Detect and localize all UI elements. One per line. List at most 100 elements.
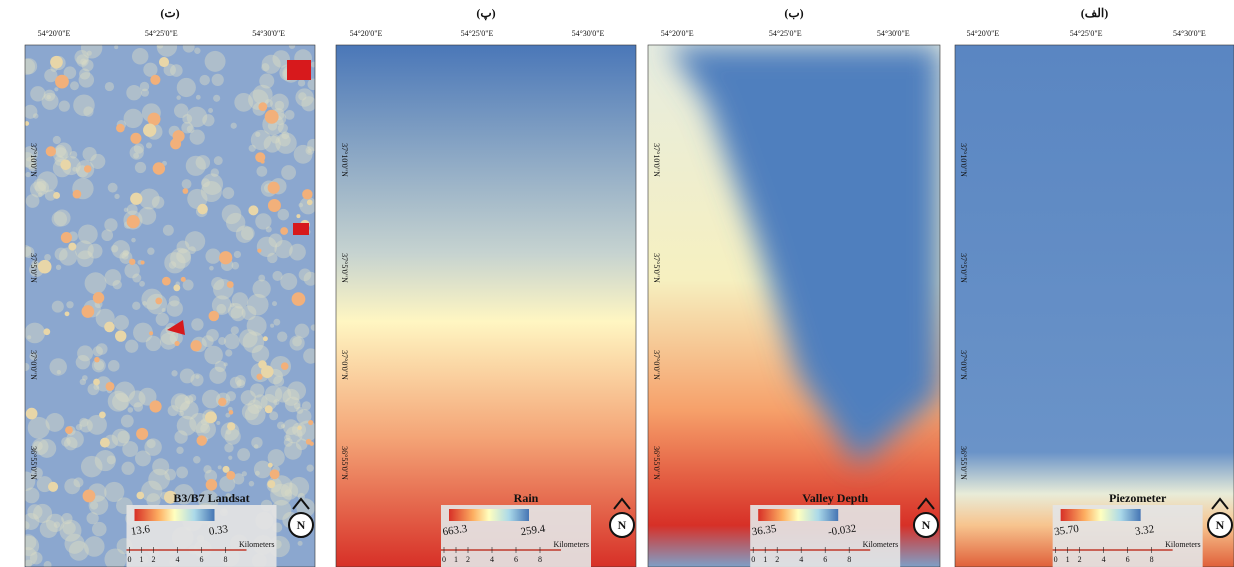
raster-speck [104, 218, 117, 231]
raster-speck [24, 488, 40, 504]
latitude-label: 37°0'0"N [959, 350, 968, 380]
raster-spot [183, 188, 189, 194]
raster-speck [121, 415, 134, 428]
scale-tick-label: 6 [514, 555, 518, 564]
raster-speck [108, 360, 120, 372]
raster-speck [132, 48, 148, 64]
raster-spot [263, 336, 268, 341]
raster-spot [281, 362, 289, 370]
scale-unit: Kilometers [553, 540, 589, 549]
raster-speck [49, 358, 66, 375]
raster-speck [111, 245, 119, 253]
raster-speck [214, 156, 223, 165]
raster-speck [143, 63, 157, 77]
raster-speck [188, 246, 196, 254]
scale-tick-label: 1 [1066, 555, 1070, 564]
raster-speck [92, 522, 107, 537]
raster-spot [99, 412, 106, 419]
raster-speck [169, 296, 180, 307]
raster-speck [44, 90, 56, 102]
raster-speck [280, 273, 297, 290]
raster-speck [196, 155, 210, 169]
raster-spot [261, 160, 265, 164]
raster-speck [258, 275, 265, 282]
raster-spot [82, 305, 95, 318]
raster-spot [48, 482, 58, 492]
raster-speck [301, 96, 316, 111]
raster-speck [46, 413, 65, 432]
raster-speck [96, 343, 108, 355]
raster-speck [249, 481, 255, 487]
raster-speck [298, 79, 305, 86]
raster-speck [235, 375, 246, 386]
raster-speck [289, 43, 295, 49]
raster-speck [114, 194, 119, 199]
raster-spot [227, 422, 235, 430]
raster-speck [121, 462, 134, 475]
raster-speck [307, 79, 318, 90]
raster-spot [155, 297, 162, 304]
raster-spot [265, 405, 273, 413]
raster-spot [174, 341, 179, 346]
longitude-label: 54°30'0"E [877, 29, 910, 38]
raster-speck [272, 301, 277, 306]
panel-label: (ب) [784, 6, 803, 20]
raster-spot [150, 400, 162, 412]
scale-tick-label: 2 [466, 555, 470, 564]
raster-speck [81, 37, 102, 58]
raster-speck [294, 403, 301, 410]
longitude-label: 54°30'0"E [572, 29, 605, 38]
latitude-label: 36°55'0"N [340, 446, 349, 480]
raster-speck [212, 74, 224, 86]
raster-speck [55, 248, 68, 261]
raster-speck [277, 332, 287, 342]
raster-spot [143, 124, 156, 137]
raster-spot [68, 243, 76, 251]
raster-spot [205, 411, 217, 423]
scale-tick-label: 8 [538, 555, 542, 564]
raster-speck [226, 213, 245, 232]
raster-speck [183, 41, 195, 53]
raster-speck [124, 109, 143, 128]
raster-speck [299, 268, 312, 281]
scale-tick-label: 1 [140, 555, 144, 564]
raster-speck [105, 269, 122, 286]
raster-speck [285, 110, 295, 120]
raster-speck [147, 248, 154, 255]
latitude-label: 37°5'0"N [340, 253, 349, 283]
legend-bar [758, 509, 838, 521]
raster-speck [85, 272, 107, 294]
north-label: N [297, 518, 306, 532]
raster-spot [227, 281, 234, 288]
raster-speck [146, 336, 161, 351]
raster-speck [278, 209, 289, 220]
raster-spot [65, 311, 70, 316]
map-panel: (الف)54°20'0"E54°25'0"E54°30'0"E37°10'0"… [955, 6, 1234, 567]
raster-speck [64, 437, 78, 451]
raster-speck [202, 390, 221, 409]
raster-speck [95, 450, 116, 471]
scale-tick-label: 8 [1150, 555, 1154, 564]
raster-speck [52, 211, 67, 226]
raster-speck [273, 319, 280, 326]
raster-speck [228, 303, 244, 319]
raster-speck [61, 513, 72, 524]
raster-speck [205, 51, 226, 72]
raster-speck [56, 265, 61, 270]
raster-speck [23, 105, 37, 119]
raster-speck [128, 407, 134, 413]
raster-speck [65, 534, 85, 554]
raster-speck [140, 82, 149, 91]
raster-speck [105, 82, 114, 91]
raster-speck [180, 368, 195, 383]
latitude-label: 36°55'0"N [652, 446, 661, 480]
raster-spot [258, 102, 267, 111]
map-raster [648, 45, 940, 567]
legend-bar [135, 509, 215, 521]
longitude-label: 54°25'0"E [769, 29, 802, 38]
raster-speck [196, 95, 201, 100]
raster-spot [84, 165, 91, 172]
raster-speck [132, 274, 141, 283]
raster-bg [336, 45, 636, 567]
legend-title: Piezometer [1109, 491, 1167, 505]
